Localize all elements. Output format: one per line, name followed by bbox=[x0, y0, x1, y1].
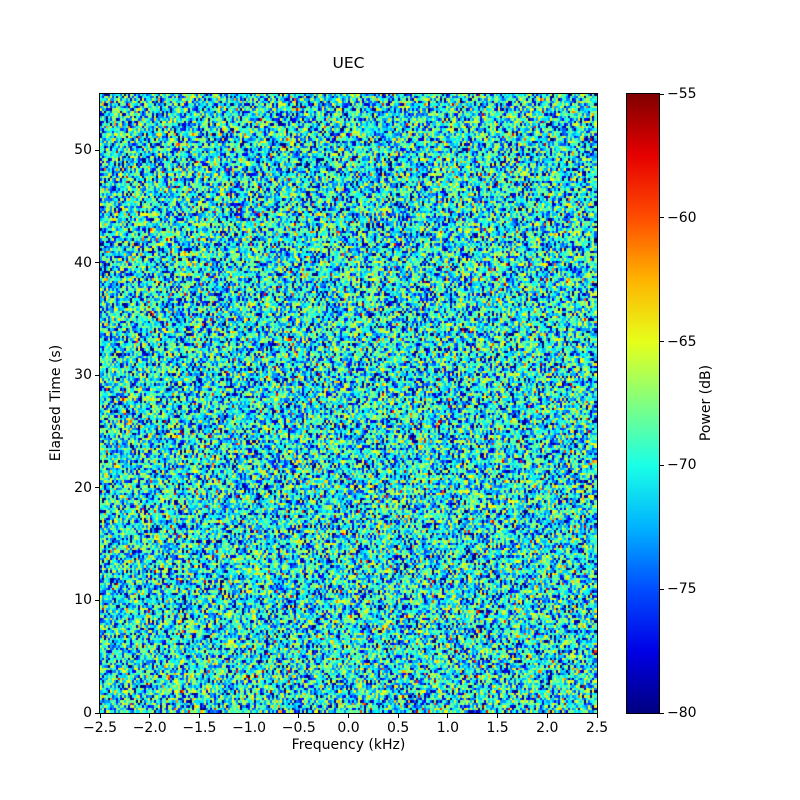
colorbar-tick-mark bbox=[660, 588, 664, 590]
y-tick-mark bbox=[95, 487, 99, 489]
x-tick-mark bbox=[447, 714, 449, 718]
x-tick-label: −1.0 bbox=[232, 720, 267, 736]
x-tick-mark bbox=[248, 714, 250, 718]
colorbar bbox=[626, 93, 660, 714]
x-tick-label: −1.5 bbox=[182, 720, 217, 736]
colorbar-label: Power (dB) bbox=[698, 364, 714, 442]
y-tick-label: 10 bbox=[74, 592, 92, 609]
x-tick-label: −0.5 bbox=[281, 720, 316, 736]
x-tick-mark bbox=[546, 714, 548, 718]
x-tick-mark bbox=[99, 714, 101, 718]
y-tick-mark bbox=[95, 262, 99, 264]
colorbar-tick-label: −55 bbox=[667, 86, 697, 102]
chart-title: UEC bbox=[332, 53, 365, 72]
x-tick-mark bbox=[149, 714, 151, 718]
x-tick-label: 1.5 bbox=[486, 720, 509, 736]
x-axis-label: Frequency (kHz) bbox=[291, 737, 406, 753]
colorbar-tick-label: −70 bbox=[667, 457, 697, 474]
y-tick-mark bbox=[95, 374, 99, 376]
colorbar-tick-label: −80 bbox=[667, 705, 697, 721]
x-tick-mark bbox=[348, 714, 349, 718]
y-tick-label: 0 bbox=[83, 705, 92, 721]
x-tick-label: 1.0 bbox=[436, 720, 460, 736]
x-tick-label: 0.5 bbox=[387, 720, 410, 736]
x-tick-mark bbox=[497, 714, 499, 718]
y-tick-label: 30 bbox=[74, 367, 92, 384]
colorbar-tick-label: −60 bbox=[667, 209, 697, 226]
x-tick-label: 2.0 bbox=[536, 720, 559, 736]
y-tick-label: 20 bbox=[74, 479, 92, 496]
colorbar-tick-label: −65 bbox=[667, 333, 697, 350]
colorbar-gradient bbox=[627, 94, 659, 713]
spectrogram-heatmap bbox=[100, 94, 597, 713]
x-tick-mark bbox=[397, 714, 399, 718]
colorbar-tick-mark bbox=[660, 341, 664, 343]
plot-area bbox=[99, 93, 598, 714]
colorbar-tick-label: −75 bbox=[667, 581, 697, 598]
x-tick-mark bbox=[596, 714, 598, 718]
y-axis-label: Elapsed Time (s) bbox=[48, 344, 64, 462]
y-tick-mark bbox=[95, 149, 99, 151]
y-tick-mark bbox=[95, 712, 99, 714]
colorbar-tick-mark bbox=[660, 217, 664, 219]
y-tick-label: 40 bbox=[74, 254, 92, 271]
y-tick-mark bbox=[95, 599, 99, 601]
x-tick-mark bbox=[198, 714, 200, 718]
colorbar-tick-mark bbox=[660, 712, 664, 714]
x-tick-label: −2.5 bbox=[83, 720, 117, 736]
y-tick-label: 50 bbox=[74, 142, 92, 159]
x-tick-label: −2.0 bbox=[132, 720, 167, 736]
x-tick-label: 2.5 bbox=[585, 720, 609, 736]
x-tick-mark bbox=[298, 714, 300, 718]
x-tick-label: 0.0 bbox=[337, 720, 360, 736]
colorbar-tick-mark bbox=[660, 93, 664, 95]
colorbar-tick-mark bbox=[660, 464, 664, 466]
